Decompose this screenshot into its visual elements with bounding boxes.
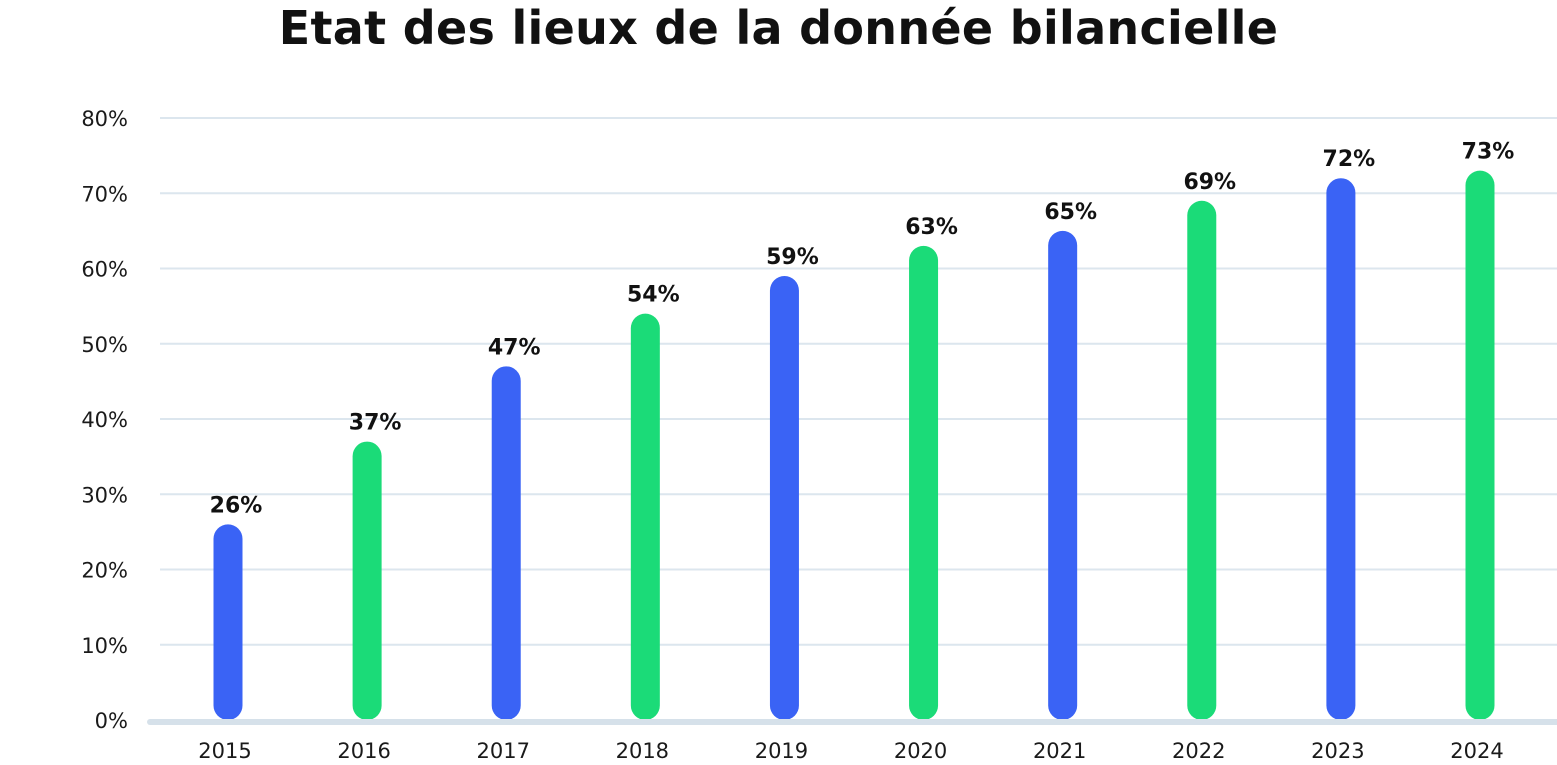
data-label-2016: 37%	[349, 411, 402, 436]
data-label-2017: 47%	[488, 335, 541, 360]
bar-2023	[1326, 178, 1356, 720]
y-tick-label-20: 20%	[81, 559, 128, 583]
x-tick-label-2023: 2023	[1311, 739, 1364, 763]
x-tick-label-2021: 2021	[1033, 739, 1086, 763]
data-labels: 26% 37% 47% 54% 59% 63% 65% 69% 72% 73%	[210, 140, 1515, 519]
y-tick-label-70: 70%	[81, 182, 128, 206]
bar-2022	[1187, 200, 1217, 720]
y-tick-label-50: 50%	[81, 333, 128, 357]
y-tick-label-30: 30%	[81, 483, 128, 507]
x-tick-label-2024: 2024	[1450, 739, 1503, 763]
bar-2024	[1465, 170, 1495, 721]
y-tick-label-0: 0%	[95, 709, 128, 733]
data-label-2019: 59%	[766, 245, 819, 270]
y-tick-label-80: 80%	[81, 107, 128, 131]
bar-2019	[769, 276, 799, 720]
x-tick-label-2015: 2015	[198, 739, 251, 763]
data-label-2021: 65%	[1044, 200, 1097, 225]
bar-2020	[909, 245, 939, 721]
x-tick-label-2020: 2020	[894, 739, 947, 763]
data-label-2015: 26%	[210, 493, 263, 518]
data-label-2022: 69%	[1183, 170, 1236, 195]
x-axis: 2015 2016 2017 2018 2019 2020 2021 2022 2023 2024	[147, 719, 1557, 763]
x-tick-label-2018: 2018	[616, 739, 669, 763]
x-tick-label-2019: 2019	[755, 739, 808, 763]
y-tick-label-60: 60%	[81, 258, 128, 282]
x-tick-label-2017: 2017	[476, 739, 529, 763]
bar-2018	[630, 313, 660, 720]
data-label-2023: 72%	[1323, 147, 1376, 172]
x-tick-label-2022: 2022	[1172, 739, 1225, 763]
data-label-2020: 63%	[905, 215, 958, 240]
y-tick-label-10: 10%	[81, 634, 128, 658]
bar-2021	[1048, 230, 1078, 720]
bar-2016	[352, 441, 382, 720]
y-axis: 0% 10% 20% 30% 40% 50% 60% 70% 80%	[81, 107, 128, 733]
chart-title: Etat des lieux de la donnée bilancielle	[278, 1, 1279, 55]
data-label-2018: 54%	[627, 283, 680, 308]
y-tick-label-40: 40%	[81, 408, 128, 432]
gridlines	[160, 117, 1557, 646]
x-tick-label-2016: 2016	[337, 739, 390, 763]
bars	[213, 170, 1495, 721]
data-label-2024: 73%	[1462, 140, 1515, 165]
bar-2015	[213, 524, 243, 720]
bar-2017	[491, 366, 521, 720]
